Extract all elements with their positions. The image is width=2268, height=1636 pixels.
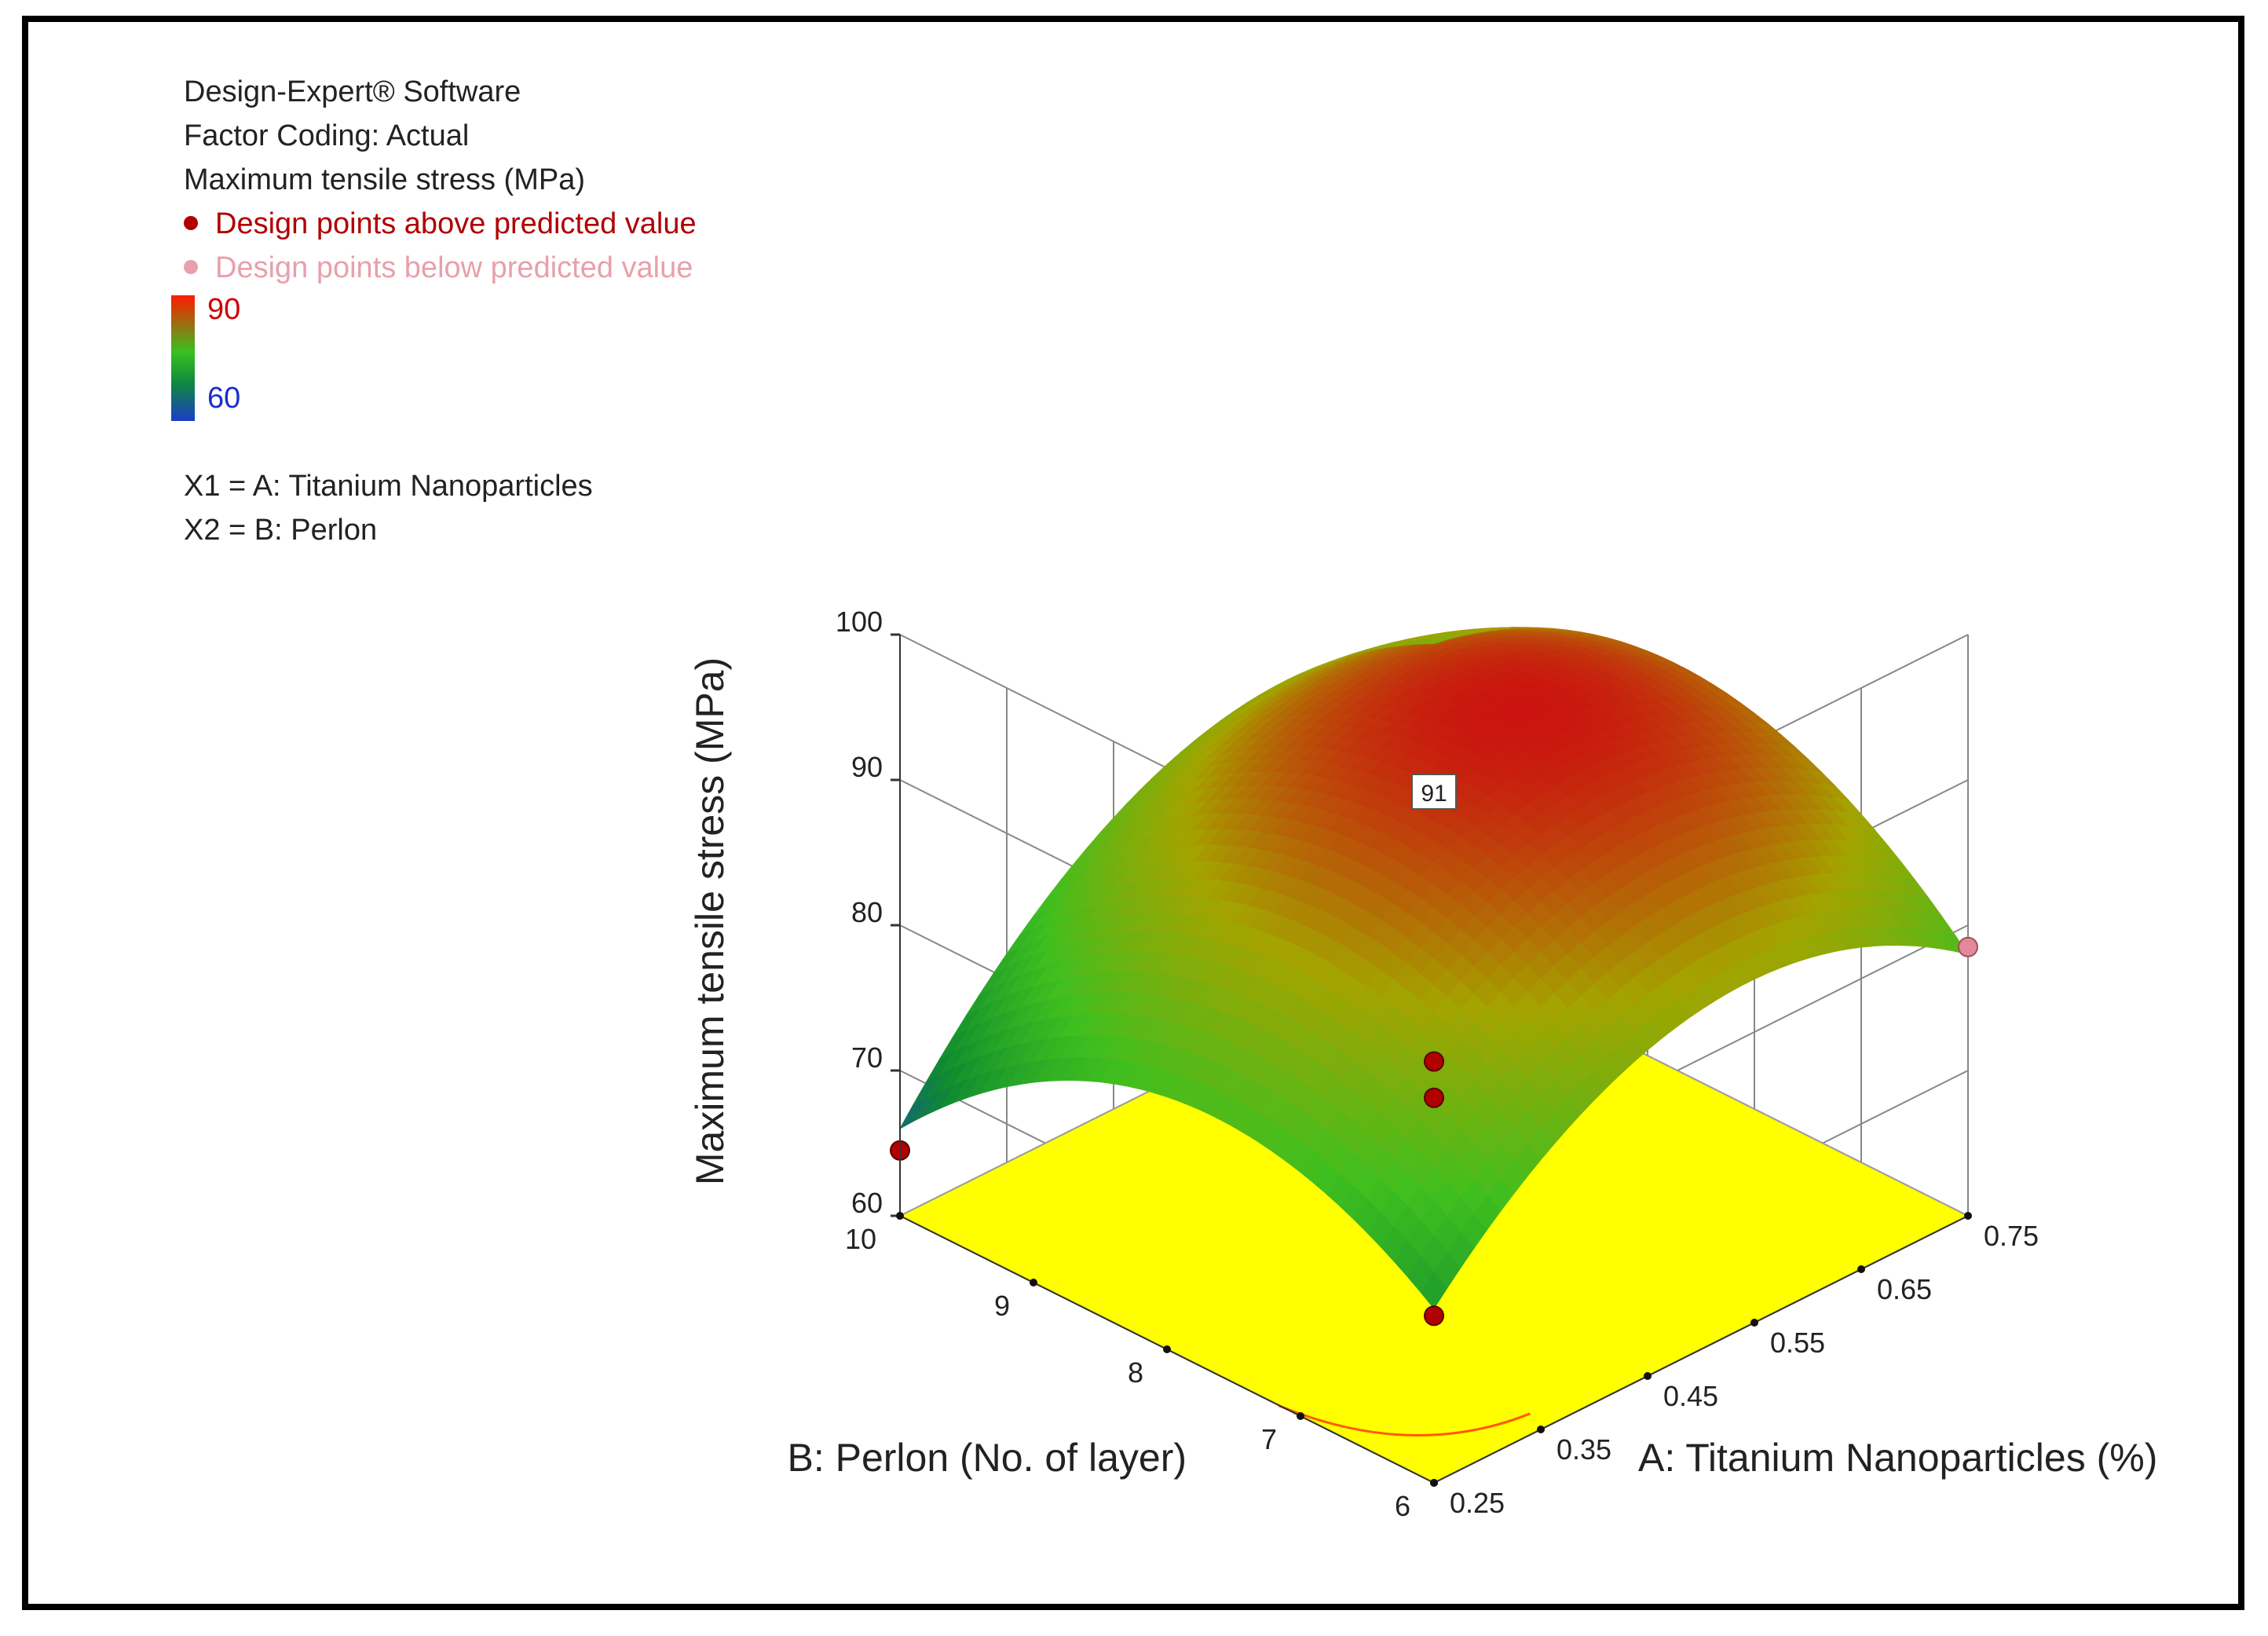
design-point-above [1424,1305,1444,1327]
a-tick-label: 0.45 [1663,1380,1718,1412]
a-tick-label: 0.65 [1877,1273,1932,1305]
design-point-above [1424,1087,1444,1108]
b-tick [1430,1479,1438,1487]
legend-below-label: Design points below predicted value [215,251,693,284]
color-scale-bar [171,295,195,421]
a-axis-label: A: Titanium Nanoparticles (%) [1638,1436,2157,1480]
above-point-icon [184,215,198,230]
a-tick [1750,1319,1758,1327]
b-tick [1163,1345,1171,1353]
b-tick [1030,1279,1037,1286]
a-tick-label: 0.25 [1450,1487,1505,1519]
z-tick-label: 60 [851,1187,883,1219]
z-tick-label: 70 [851,1041,883,1074]
a-tick [1537,1426,1545,1433]
a-tick-label: 0.55 [1770,1327,1825,1359]
legend-above-label: Design points above predicted value [215,207,697,240]
a-tick-label: 0.35 [1557,1433,1611,1466]
response-surface [898,627,1970,1309]
b-tick-label: 6 [1395,1490,1410,1522]
a-tick [1857,1265,1865,1273]
design-point-above [1424,1051,1444,1072]
axes: 91 60 70 80 90 100 Maximum tensile stress (MPa… [688,606,2157,1522]
legend-x2: X2 = B: Perlon [184,514,378,547]
b-tick-label: 9 [994,1290,1010,1322]
z-tick-label: 100 [836,606,883,638]
z-axis-label: Maximum tensile stress (MPa) [688,657,732,1185]
design-point-below [1958,936,1978,957]
below-point-icon [184,259,198,274]
a-tick-label: 0.75 [1984,1220,2039,1252]
scale-min-label: 60 [207,382,241,415]
floor-contour [1278,1404,1531,1437]
b-tick [1297,1412,1304,1420]
b-tick [896,1212,904,1220]
legend-above: Design points above predicted value [184,207,697,241]
b-tick-label: 7 [1261,1423,1277,1455]
b-tick-label: 10 [845,1223,876,1255]
b-axis-label: B: Perlon (No. of layer) [787,1436,1187,1480]
z-tick-label: 90 [851,751,883,783]
a-tick [1644,1372,1652,1380]
legend-software: Design-Expert® Software [184,75,521,108]
peak-label-box [1411,774,1457,810]
legend-x1: X1 = A: Titanium Nanoparticles [184,470,593,503]
b-tick-label: 8 [1128,1356,1143,1389]
peak-label: 91 [1421,781,1447,807]
legend-response: Maximum tensile stress (MPa) [184,163,585,196]
z-tick-label: 80 [851,896,883,928]
legend-coding: Factor Coding: Actual [184,119,470,152]
surface-plot: 91 60 70 80 90 100 Maximum tensile stress (MPa… [688,606,2157,1522]
legend-below: Design points below predicted value [184,251,693,285]
chart-frame: Design-Expert® Software Factor Coding: A… [22,16,2244,1610]
surface-patch [1420,639,1448,645]
scale-max-label: 90 [207,293,241,326]
a-axis-line [1433,1215,1969,1484]
a-tick [1964,1212,1972,1220]
